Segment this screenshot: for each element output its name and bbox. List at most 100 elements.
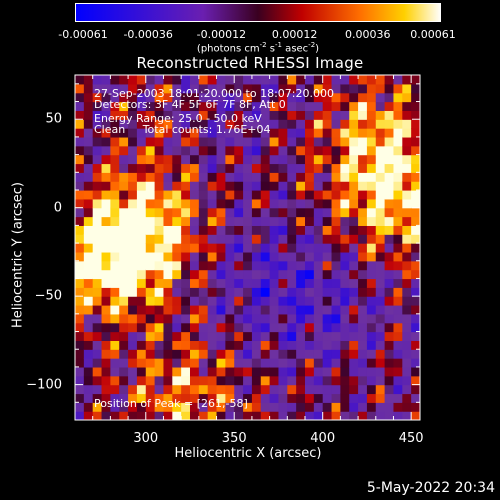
heatmap-cell <box>172 83 182 94</box>
heatmap-cell <box>375 154 386 165</box>
heatmap-cell <box>234 154 244 165</box>
info-detectors: Detectors: 3F 4F 5F 6F 7F 8F, Att 0 <box>94 98 286 111</box>
heatmap-cell <box>181 402 191 412</box>
heatmap-cell <box>75 163 85 173</box>
heatmap-cell <box>234 172 244 182</box>
heatmap-cell <box>393 234 403 244</box>
heatmap-cell <box>340 305 350 315</box>
heatmap-cell <box>393 358 403 368</box>
heatmap-cell <box>251 402 262 412</box>
heatmap-cell <box>243 305 253 315</box>
heatmap-cell <box>313 305 324 315</box>
heatmap-cell <box>313 163 324 173</box>
heatmap-cell <box>296 172 306 182</box>
heatmap-cell <box>181 207 191 218</box>
heatmap-cell <box>172 393 182 403</box>
heatmap-cell <box>305 251 315 262</box>
heatmap-cell <box>128 92 138 103</box>
heatmap-cell <box>225 190 235 200</box>
heatmap-cell <box>366 216 377 226</box>
heatmap-cell <box>269 331 280 341</box>
heatmap-cell <box>278 128 288 138</box>
heatmap-cell <box>313 128 324 138</box>
heatmap-cell <box>313 101 324 111</box>
heatmap-cell <box>402 313 412 324</box>
heatmap-cell <box>402 269 412 280</box>
heatmap-cell <box>207 384 218 395</box>
heatmap-cell <box>393 269 403 280</box>
heatmap-cell <box>119 375 129 386</box>
heatmap-cell <box>216 393 226 403</box>
heatmap-cell <box>340 349 350 359</box>
heatmap-cell <box>287 322 297 333</box>
heatmap-cell <box>145 269 156 280</box>
heatmap-cell <box>92 349 103 359</box>
heatmap-cell <box>198 402 209 412</box>
heatmap-cell <box>269 340 280 350</box>
heatmap-cell <box>296 349 306 359</box>
heatmap-cell <box>172 402 182 412</box>
heatmap-cell <box>198 75 209 85</box>
heatmap-cell <box>190 260 200 271</box>
heatmap-cell <box>216 128 226 138</box>
heatmap-cell <box>181 313 191 324</box>
heatmap-cell <box>110 216 120 226</box>
heatmap-cell <box>145 411 156 420</box>
heatmap-cell <box>145 331 156 341</box>
heatmap-cell <box>393 296 403 306</box>
heatmap-cell <box>172 234 182 244</box>
heatmap-cell <box>110 305 120 315</box>
heatmap-cell <box>75 296 85 306</box>
heatmap-cell <box>340 198 350 209</box>
heatmap-cell <box>251 393 262 403</box>
heatmap-cell <box>190 110 200 120</box>
heatmap-cell <box>92 269 103 280</box>
heatmap-cell <box>366 172 377 182</box>
heatmap-cell <box>331 366 341 377</box>
heatmap-cell <box>92 75 103 85</box>
heatmap-cell <box>92 216 103 226</box>
heatmap-cell <box>349 119 359 129</box>
heatmap-cell <box>92 393 103 403</box>
heatmap-cell <box>296 181 306 191</box>
heatmap-cell <box>269 305 280 315</box>
heatmap-cell <box>154 234 165 244</box>
heatmap-cell <box>207 358 218 368</box>
heatmap-cell <box>287 296 297 306</box>
heatmap-cell <box>260 243 271 253</box>
heatmap-cell <box>207 92 218 103</box>
heatmap-cell <box>75 358 85 368</box>
heatmap-cell <box>251 110 262 120</box>
heatmap-cell <box>145 402 156 412</box>
heatmap-cell <box>331 145 341 156</box>
heatmap-cell <box>181 296 191 306</box>
heatmap-cell <box>313 75 324 85</box>
heatmap-cell <box>331 305 341 315</box>
heatmap-cell <box>411 340 420 350</box>
heatmap-cell <box>305 92 315 103</box>
heatmap-cell <box>207 128 218 138</box>
heatmap-cell <box>154 172 165 182</box>
heatmap-cell <box>358 322 368 333</box>
heatmap-cell <box>136 128 147 138</box>
heatmap-cell <box>340 296 350 306</box>
heatmap-cell <box>154 366 165 377</box>
heatmap-cell <box>358 128 368 138</box>
heatmap-cell <box>411 243 420 253</box>
heatmap-cell <box>349 393 359 403</box>
heatmap-cell <box>358 411 368 420</box>
heatmap-cell <box>269 296 280 306</box>
heatmap-cell <box>101 349 111 359</box>
heatmap-cell <box>154 393 165 403</box>
heatmap-cell <box>366 145 377 156</box>
heatmap-cell <box>243 198 253 209</box>
heatmap-cell <box>278 305 288 315</box>
heatmap-cell <box>181 269 191 280</box>
heatmap-cell <box>411 198 420 209</box>
heatmap-cell <box>260 75 271 85</box>
heatmap-cell <box>190 172 200 182</box>
heatmap-cell <box>322 110 333 120</box>
heatmap-cell <box>83 110 94 120</box>
info-time-range: 27-Sep-2003 18:01:20.000 to 18:07:20.000 <box>94 87 334 100</box>
heatmap-cell <box>366 331 377 341</box>
